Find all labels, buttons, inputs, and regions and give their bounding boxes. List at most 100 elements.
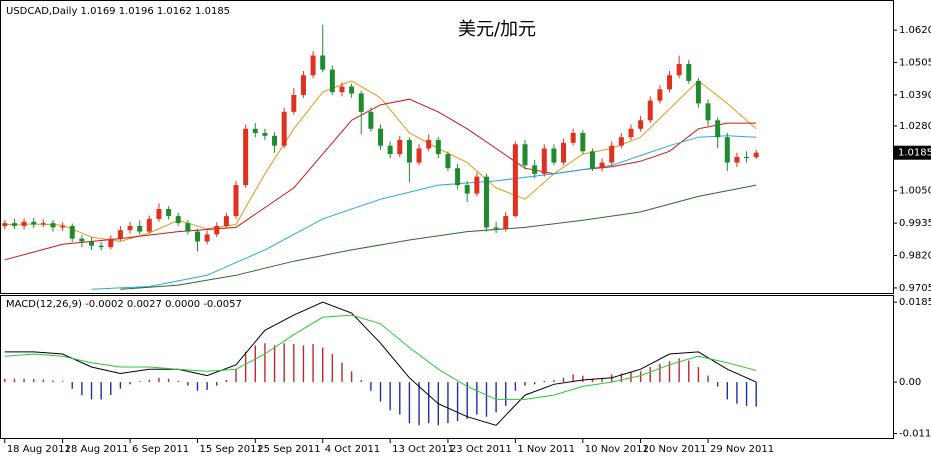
candle-body bbox=[329, 69, 335, 93]
y-tick-label: 1.0050 bbox=[899, 186, 931, 197]
candle-body bbox=[695, 80, 701, 104]
candle-body bbox=[108, 238, 114, 248]
candle-body bbox=[185, 223, 191, 232]
candle-body bbox=[724, 137, 730, 163]
candle-body bbox=[2, 223, 8, 226]
candle-body bbox=[21, 221, 27, 226]
candle-body bbox=[166, 209, 172, 217]
candle-body bbox=[609, 145, 615, 163]
y-tick-label: -0.0119 bbox=[899, 429, 931, 440]
candle-body bbox=[416, 148, 422, 163]
price-header: USDCAD,Daily 1.0169 1.0196 1.0162 1.0185 bbox=[6, 6, 230, 17]
candle-body bbox=[570, 132, 576, 143]
macd-panel bbox=[0, 295, 894, 439]
candle-body bbox=[561, 142, 567, 163]
y-tick-label: 0.0185 bbox=[899, 297, 931, 308]
y-tick-label: 1.0390 bbox=[899, 90, 931, 101]
candle-body bbox=[483, 176, 489, 228]
candle-body bbox=[137, 225, 143, 232]
x-tick-label: 25 Sep 2011 bbox=[257, 444, 320, 455]
moving-average bbox=[4, 80, 757, 242]
candle-body bbox=[503, 216, 509, 229]
candle-body bbox=[281, 111, 287, 146]
candle-body bbox=[628, 128, 634, 138]
candle-body bbox=[320, 55, 326, 70]
candle-body bbox=[532, 165, 538, 174]
x-tick-label: 13 Oct 2011 bbox=[392, 444, 454, 455]
price-panel bbox=[0, 0, 894, 294]
macd-header: MACD(12,26,9) -0.0002 0.0027 0.0000 -0.0… bbox=[6, 299, 242, 310]
candle-body bbox=[11, 223, 17, 226]
candle-body bbox=[368, 111, 374, 129]
candle-body bbox=[493, 227, 499, 229]
candle-body bbox=[194, 231, 200, 242]
candle-body bbox=[387, 145, 393, 155]
candle-body bbox=[31, 221, 37, 225]
y-tick-label: 0.00 bbox=[899, 377, 921, 388]
x-tick-label: 15 Sep 2011 bbox=[199, 444, 262, 455]
candle-body bbox=[580, 132, 586, 152]
x-tick-label: 6 Sep 2011 bbox=[132, 444, 189, 455]
candle-body bbox=[657, 89, 663, 101]
candle-body bbox=[358, 93, 364, 112]
last-price-box bbox=[894, 145, 931, 160]
candle-body bbox=[734, 156, 740, 163]
candle-body bbox=[156, 209, 162, 219]
y-tick-label: 0.9935 bbox=[899, 218, 931, 229]
x-tick-label: 10 Nov 2011 bbox=[585, 444, 649, 455]
y-tick-label: 1.0505 bbox=[899, 58, 931, 69]
candle-body bbox=[744, 156, 750, 158]
candle-body bbox=[233, 185, 239, 217]
y-tick-label: 1.0620 bbox=[899, 25, 931, 36]
x-tick-label: 4 Oct 2011 bbox=[325, 444, 380, 455]
candle-body bbox=[638, 120, 644, 129]
candle-body bbox=[89, 241, 95, 246]
x-tick-label: 28 Aug 2011 bbox=[65, 444, 129, 455]
macd-line bbox=[4, 301, 757, 426]
candle-body bbox=[69, 225, 75, 239]
candle-body bbox=[647, 100, 653, 121]
candle-body bbox=[599, 162, 605, 169]
candle-body bbox=[79, 238, 85, 242]
candle-body bbox=[310, 55, 316, 76]
moving-average bbox=[120, 184, 757, 290]
candle-body bbox=[435, 140, 441, 155]
candle-body bbox=[676, 63, 682, 76]
x-tick-label: 18 Aug 2011 bbox=[7, 444, 71, 455]
candle-body bbox=[464, 185, 470, 194]
candle-body bbox=[406, 140, 412, 163]
y-tick-label: 0.9820 bbox=[899, 251, 931, 262]
candle-body bbox=[455, 168, 461, 186]
candle-body bbox=[98, 245, 104, 248]
candle-body bbox=[589, 151, 595, 169]
candle-body bbox=[60, 225, 66, 228]
candle-body bbox=[378, 128, 384, 146]
candle-body bbox=[272, 135, 278, 146]
candle-body bbox=[686, 63, 692, 81]
candle-body bbox=[252, 128, 258, 133]
candle-body bbox=[175, 216, 181, 224]
last-price-label: 1.0185 bbox=[898, 148, 931, 159]
x-tick-label: 20 Nov 2011 bbox=[643, 444, 707, 455]
candle-body bbox=[214, 225, 220, 235]
candle-body bbox=[541, 148, 547, 174]
candle-body bbox=[426, 140, 432, 149]
candle-body bbox=[50, 223, 56, 228]
candle-body bbox=[445, 154, 451, 169]
candle-body bbox=[40, 223, 46, 225]
candle-body bbox=[349, 86, 355, 94]
candle-body bbox=[223, 216, 229, 226]
chart-title: 美元/加元 bbox=[458, 19, 536, 40]
y-tick-label: 1.0280 bbox=[899, 121, 931, 132]
x-tick-label: 1 Nov 2011 bbox=[517, 444, 575, 455]
candle-body bbox=[204, 234, 210, 242]
candle-body bbox=[551, 148, 557, 163]
candle-body bbox=[291, 94, 297, 112]
candle-body bbox=[667, 75, 673, 90]
candle-body bbox=[618, 137, 624, 146]
candle-body bbox=[753, 152, 759, 158]
x-tick-label: 23 Oct 2011 bbox=[450, 444, 512, 455]
candle-body bbox=[300, 75, 306, 95]
